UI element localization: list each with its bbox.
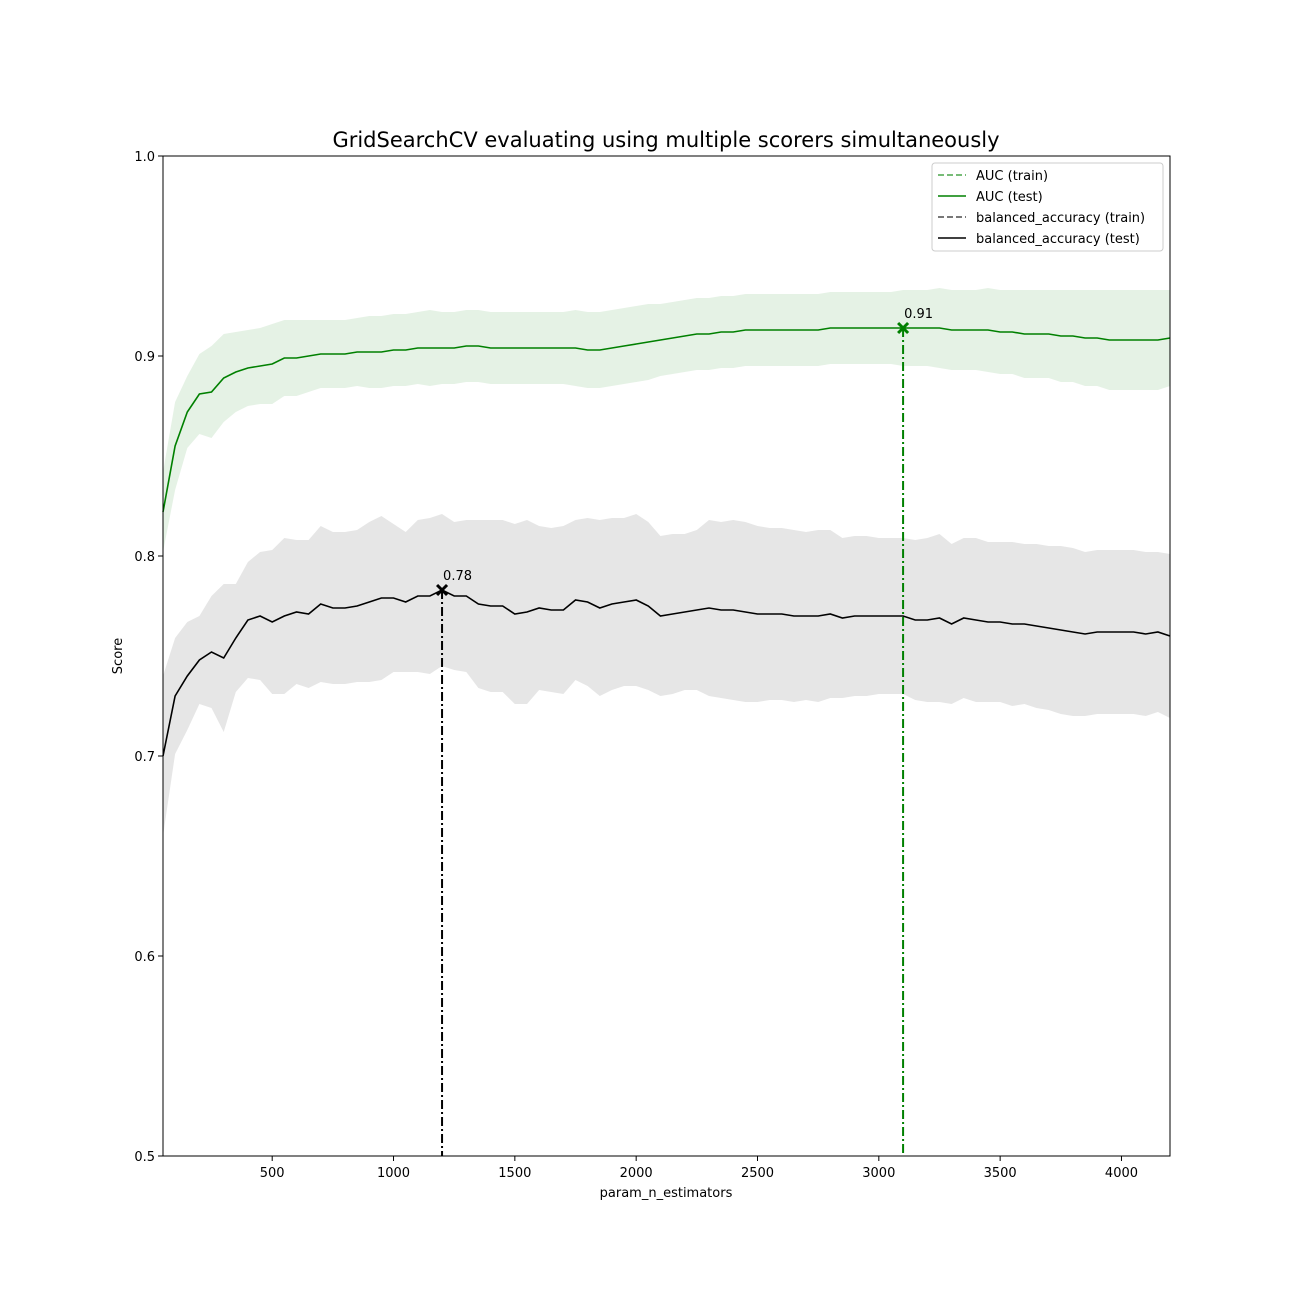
x-tick-label: 500 <box>260 1166 285 1181</box>
x-tick-label: 3500 <box>984 1166 1017 1181</box>
legend-label-balanced-accuracy-test: balanced_accuracy (test) <box>976 232 1140 247</box>
legend-box <box>931 162 1164 252</box>
x-tick-label: 1000 <box>377 1166 410 1181</box>
y-tick-label: 0.9 <box>134 350 155 365</box>
y-tick-label: 0.8 <box>134 550 155 565</box>
y-axis-label: Score <box>111 638 126 674</box>
x-tick-label: 3000 <box>862 1166 895 1181</box>
x-tick-label: 1500 <box>498 1166 531 1181</box>
auc-test-std-band <box>163 288 1170 552</box>
x-tick-label: 4000 <box>1105 1166 1138 1181</box>
std-bands <box>163 288 1170 836</box>
y-tick-label: 1.0 <box>134 150 155 165</box>
balanced-accuracy-test-line <box>162 589 1171 757</box>
series-lines <box>162 327 1171 757</box>
auc-test-line <box>162 327 1171 513</box>
y-axis-ticks: 0.5 0.6 0.7 0.8 0.9 1.0 <box>134 150 163 1165</box>
auc-test-best-marker <box>897 321 910 335</box>
x-tick-label: 2000 <box>620 1166 653 1181</box>
plot-frame <box>162 155 1171 1157</box>
auc-test-best-label: 0.91 <box>904 307 933 322</box>
x-tick-label: 2500 <box>741 1166 774 1181</box>
y-tick-label: 0.7 <box>134 750 155 765</box>
best-score-markers: 0.91 0.78 <box>435 307 933 597</box>
x-axis-label: param_n_estimators <box>600 1186 733 1201</box>
legend: AUC (train) AUC (test) balanced_accuracy (… <box>931 162 1164 252</box>
legend-label-auc-test: AUC (test) <box>976 190 1043 205</box>
best-score-lines <box>441 328 905 1156</box>
balanced-accuracy-test-std-band <box>163 514 1170 836</box>
legend-label-auc-train: AUC (train) <box>976 169 1048 184</box>
y-tick-label: 0.5 <box>134 1150 155 1165</box>
x-axis-ticks: 500 1000 1500 2000 2500 3000 3500 4000 <box>260 1156 1138 1181</box>
y-tick-label: 0.6 <box>134 950 155 965</box>
chart-title: GridSearchCV evaluating using multiple s… <box>332 128 999 152</box>
balanced-accuracy-test-best-label: 0.78 <box>443 569 472 584</box>
balanced-accuracy-test-best-marker <box>435 583 449 597</box>
legend-label-balanced-accuracy-train: balanced_accuracy (train) <box>976 211 1145 226</box>
